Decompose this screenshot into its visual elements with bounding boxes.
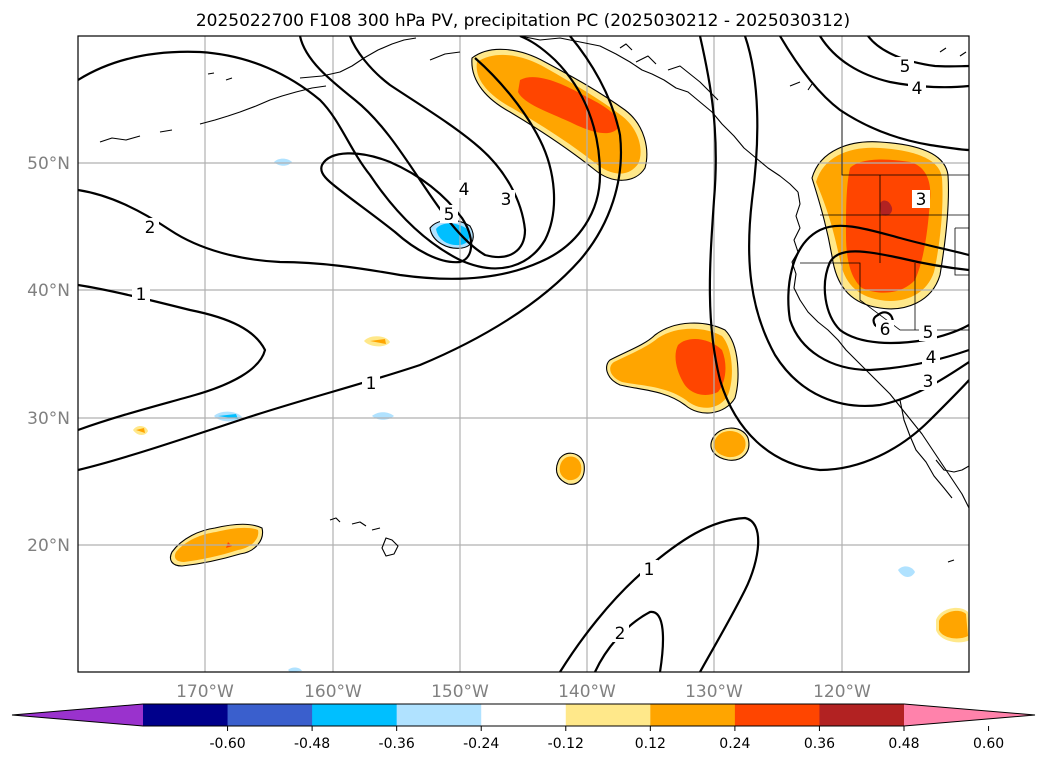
colorbar-segment bbox=[734, 704, 820, 726]
contour-label-3-trough: 3 bbox=[916, 190, 927, 210]
colorbar-segment bbox=[565, 704, 651, 726]
colorbar-segment bbox=[650, 704, 736, 726]
contour-label-3-trough-south: 3 bbox=[923, 372, 934, 392]
colorbar-tick-label: -0.24 bbox=[463, 736, 499, 752]
colorbar-tick-label: -0.48 bbox=[294, 736, 330, 752]
lat-label-30n: 30°N bbox=[27, 409, 70, 429]
colorbar-tick-label: 0.48 bbox=[888, 736, 919, 752]
contour-label-5-gulf: 5 bbox=[444, 205, 455, 225]
colorbar-outline bbox=[11, 703, 1036, 727]
contour-label-4-gulf: 4 bbox=[459, 180, 470, 200]
lon-label-130w: 130°W bbox=[685, 682, 743, 702]
lon-label-140w: 140°W bbox=[558, 682, 616, 702]
lat-label-20n: 20°N bbox=[27, 536, 70, 556]
map-title: 2025022700 F108 300 hPa PV, precipitatio… bbox=[196, 11, 850, 31]
colorbar-tick-label: 0.60 bbox=[973, 736, 1004, 752]
colorbar-tick-label: 0.24 bbox=[719, 736, 750, 752]
map-frame bbox=[77, 35, 970, 673]
lon-label-120w: 120°W bbox=[813, 682, 871, 702]
colorbar-segment bbox=[143, 704, 229, 726]
lat-label-50n: 50°N bbox=[27, 154, 70, 174]
colorbar-extend-low bbox=[12, 704, 143, 726]
contour-label-2-west: 2 bbox=[145, 218, 156, 238]
precip-outlines bbox=[169, 48, 949, 567]
colorbar-segment bbox=[396, 704, 482, 726]
contour-label-6-trough: 6 bbox=[880, 320, 891, 340]
colorbar-tick-label: 0.12 bbox=[635, 736, 666, 752]
colorbar-tick-label: -0.60 bbox=[209, 736, 245, 752]
pv-contours bbox=[78, 36, 969, 672]
colorbar-tick-label: -0.12 bbox=[548, 736, 584, 752]
lon-label-150w: 150°W bbox=[431, 682, 489, 702]
colorbar-segment bbox=[819, 704, 905, 726]
contour-label-1-west: 1 bbox=[136, 285, 147, 305]
contour-label-3-gulf: 3 bbox=[501, 190, 512, 210]
lon-label-170w: 170°W bbox=[176, 682, 234, 702]
contour-label-1-south: 1 bbox=[644, 560, 655, 580]
pv-contour-labels: 1 1 2 3 4 5 1 2 5 4 3 6 5 4 bbox=[132, 57, 940, 644]
contour-label-4-trough: 4 bbox=[926, 348, 937, 368]
colorbar-extend-high bbox=[904, 704, 1035, 726]
contour-label-5-trough: 5 bbox=[923, 323, 934, 343]
lon-label-160w: 160°W bbox=[304, 682, 362, 702]
colorbar-tick-label: 0.36 bbox=[804, 736, 835, 752]
precip-negative-regions bbox=[214, 158, 915, 672]
contour-label-4-north: 4 bbox=[912, 79, 923, 99]
colorbar-segment bbox=[227, 704, 313, 726]
latitude-labels: 50°N 40°N 30°N 20°N bbox=[27, 154, 70, 556]
longitude-labels: 170°W 160°W 150°W 140°W 130°W 120°W bbox=[176, 682, 871, 702]
contour-label-1-main: 1 bbox=[366, 374, 377, 394]
lat-label-40n: 40°N bbox=[27, 281, 70, 301]
contour-label-5-north: 5 bbox=[900, 57, 911, 77]
colorbar: -0.60 -0.48 -0.36 -0.24 -0.12 0.12 0.24 0.36 0.4… bbox=[11, 703, 1036, 752]
colorbar-segment bbox=[481, 704, 567, 726]
colorbar-tick-label: -0.36 bbox=[379, 736, 415, 752]
contour-label-2-south: 2 bbox=[615, 624, 626, 644]
map-area: 1 1 2 3 4 5 1 2 5 4 3 6 5 4 bbox=[78, 36, 969, 672]
colorbar-segment bbox=[312, 704, 398, 726]
